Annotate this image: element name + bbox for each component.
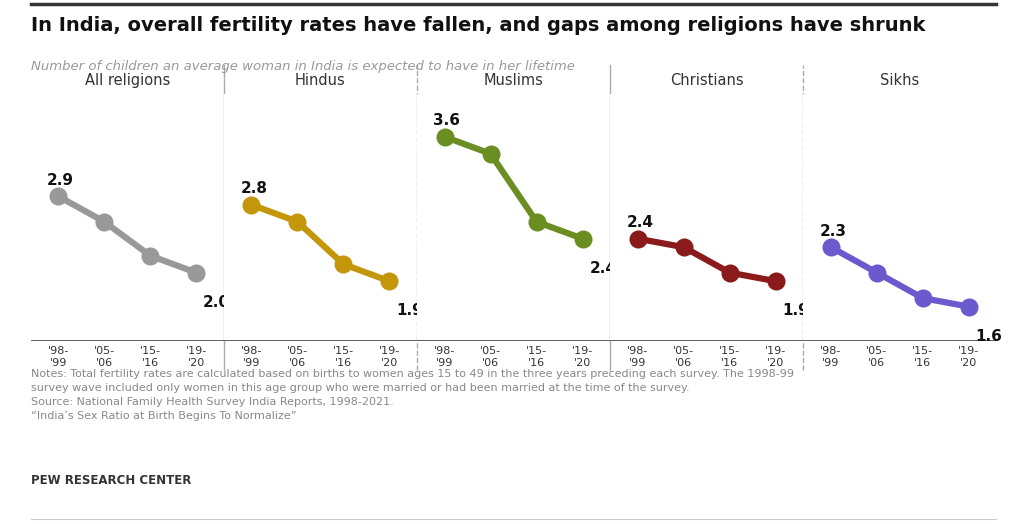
Text: 2.9: 2.9: [47, 173, 75, 188]
Title: Sikhs: Sikhs: [880, 73, 920, 88]
Title: Christians: Christians: [669, 73, 744, 88]
Text: 1.9: 1.9: [783, 303, 809, 319]
Title: Hindus: Hindus: [295, 73, 345, 88]
Text: 2.4: 2.4: [590, 261, 616, 276]
Text: In India, overall fertility rates have fallen, and gaps among religions have shr: In India, overall fertility rates have f…: [31, 16, 925, 35]
Text: Number of children an average woman in India is expected to have in her lifetime: Number of children an average woman in I…: [31, 60, 574, 73]
Text: 1.6: 1.6: [976, 329, 1003, 344]
Title: Muslims: Muslims: [483, 73, 544, 88]
Title: All religions: All religions: [85, 73, 170, 88]
Text: 3.6: 3.6: [433, 114, 461, 128]
Text: 2.3: 2.3: [820, 224, 847, 239]
Text: PEW RESEARCH CENTER: PEW RESEARCH CENTER: [31, 474, 191, 487]
Text: Notes: Total fertility rates are calculated based on births to women ages 15 to : Notes: Total fertility rates are calcula…: [31, 369, 794, 421]
Text: 2.4: 2.4: [626, 215, 654, 231]
Text: 2.0: 2.0: [203, 295, 230, 310]
Text: 2.8: 2.8: [240, 181, 268, 196]
Text: 1.9: 1.9: [397, 303, 423, 319]
